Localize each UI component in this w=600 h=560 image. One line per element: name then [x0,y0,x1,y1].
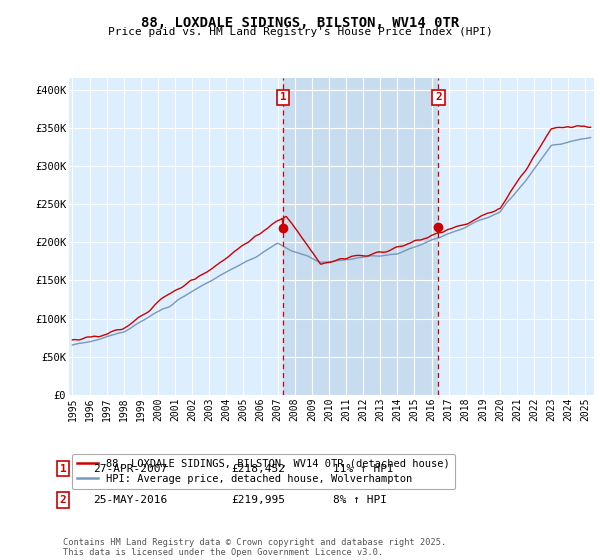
Legend: 88, LOXDALE SIDINGS, BILSTON, WV14 0TR (detached house), HPI: Average price, det: 88, LOXDALE SIDINGS, BILSTON, WV14 0TR (… [71,454,455,489]
Text: Contains HM Land Registry data © Crown copyright and database right 2025.
This d: Contains HM Land Registry data © Crown c… [63,538,446,557]
Text: 8% ↑ HPI: 8% ↑ HPI [333,495,387,505]
Text: £219,995: £219,995 [231,495,285,505]
Text: 88, LOXDALE SIDINGS, BILSTON, WV14 0TR: 88, LOXDALE SIDINGS, BILSTON, WV14 0TR [141,16,459,30]
Text: 25-MAY-2016: 25-MAY-2016 [93,495,167,505]
Text: 2: 2 [59,495,67,505]
Text: 11% ↑ HPI: 11% ↑ HPI [333,464,394,474]
Text: 27-APR-2007: 27-APR-2007 [93,464,167,474]
Bar [283,78,439,395]
Text: 2: 2 [435,92,442,102]
Text: 1: 1 [280,92,286,102]
Text: Price paid vs. HM Land Registry's House Price Index (HPI): Price paid vs. HM Land Registry's House … [107,27,493,37]
Text: 1: 1 [59,464,67,474]
Text: £218,452: £218,452 [231,464,285,474]
